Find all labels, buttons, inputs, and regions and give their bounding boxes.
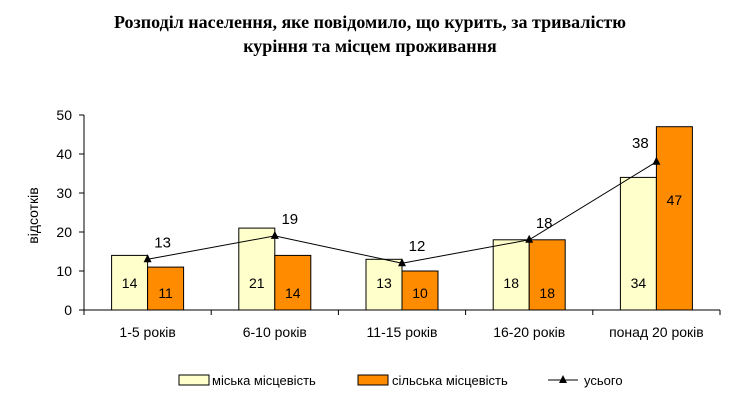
y-axis-label: відсотків	[25, 187, 41, 243]
bar-value-label-urban: 13	[376, 275, 392, 291]
legend-label-urban: міська місцевість	[212, 373, 316, 388]
bar-value-label-rural: 14	[285, 285, 301, 301]
legend-swatch-urban	[178, 374, 210, 386]
x-tick-label: 1-5 років	[119, 324, 175, 340]
line-value-label-total: 12	[409, 238, 426, 255]
line-point-total	[270, 230, 279, 239]
x-tick-label: 11-15 років	[367, 324, 438, 340]
line-value-label-total: 38	[632, 135, 649, 152]
bar-rural	[655, 126, 693, 311]
line-point-total	[652, 156, 661, 165]
y-tick-label: 30	[56, 185, 72, 201]
x-tick-label: понад 20 років	[609, 324, 704, 340]
bar-value-label-rural: 47	[667, 192, 683, 208]
bar-value-label-urban: 14	[122, 275, 138, 291]
bar-urban	[238, 227, 276, 311]
bar-rural	[274, 254, 312, 311]
line-point-total	[143, 254, 152, 263]
chart-title: Розподіл населення, яке повідомило, що к…	[0, 10, 740, 58]
title-container: Розподіл населення, яке повідомило, що к…	[0, 0, 740, 80]
y-tick-label: 10	[56, 263, 72, 279]
legend-label-rural: сільська місцевість	[392, 373, 508, 388]
bar-urban	[492, 239, 530, 311]
legend-label-total: усього	[584, 373, 623, 388]
bar-value-label-rural: 18	[539, 285, 555, 301]
line-value-label-total: 19	[281, 211, 298, 228]
x-tick-label: 6-10 років	[243, 324, 307, 340]
y-tick-label: 0	[64, 302, 72, 318]
y-tick-label: 50	[56, 107, 72, 123]
y-tick-label: 20	[56, 224, 72, 240]
y-tick-label: 40	[56, 146, 72, 162]
line-value-label-total: 18	[536, 215, 553, 232]
bar-value-label-urban: 21	[249, 275, 265, 291]
bar-rural	[528, 239, 566, 311]
x-tick-label: 16-20 років	[493, 324, 565, 340]
bar-urban	[365, 258, 403, 311]
bar-value-label-urban: 34	[631, 275, 647, 291]
legend-swatch-rural	[357, 374, 389, 386]
bar-rural	[401, 270, 439, 311]
bar-value-label-urban: 18	[503, 275, 519, 291]
legend-marker-total	[559, 375, 567, 383]
line-point-total	[525, 234, 534, 243]
chart-title-line1: Розподіл населення, яке повідомило, що к…	[113, 12, 627, 32]
bar-rural	[147, 266, 185, 311]
line-point-total	[398, 258, 406, 267]
line-series-total	[147, 161, 657, 264]
line-value-label-total: 13	[154, 234, 171, 251]
bar-value-label-rural: 10	[412, 285, 428, 301]
bar-value-label-rural: 11	[158, 285, 173, 301]
chart-title-line2: куріння та місцем проживання	[243, 36, 497, 56]
bar-urban	[111, 254, 149, 311]
